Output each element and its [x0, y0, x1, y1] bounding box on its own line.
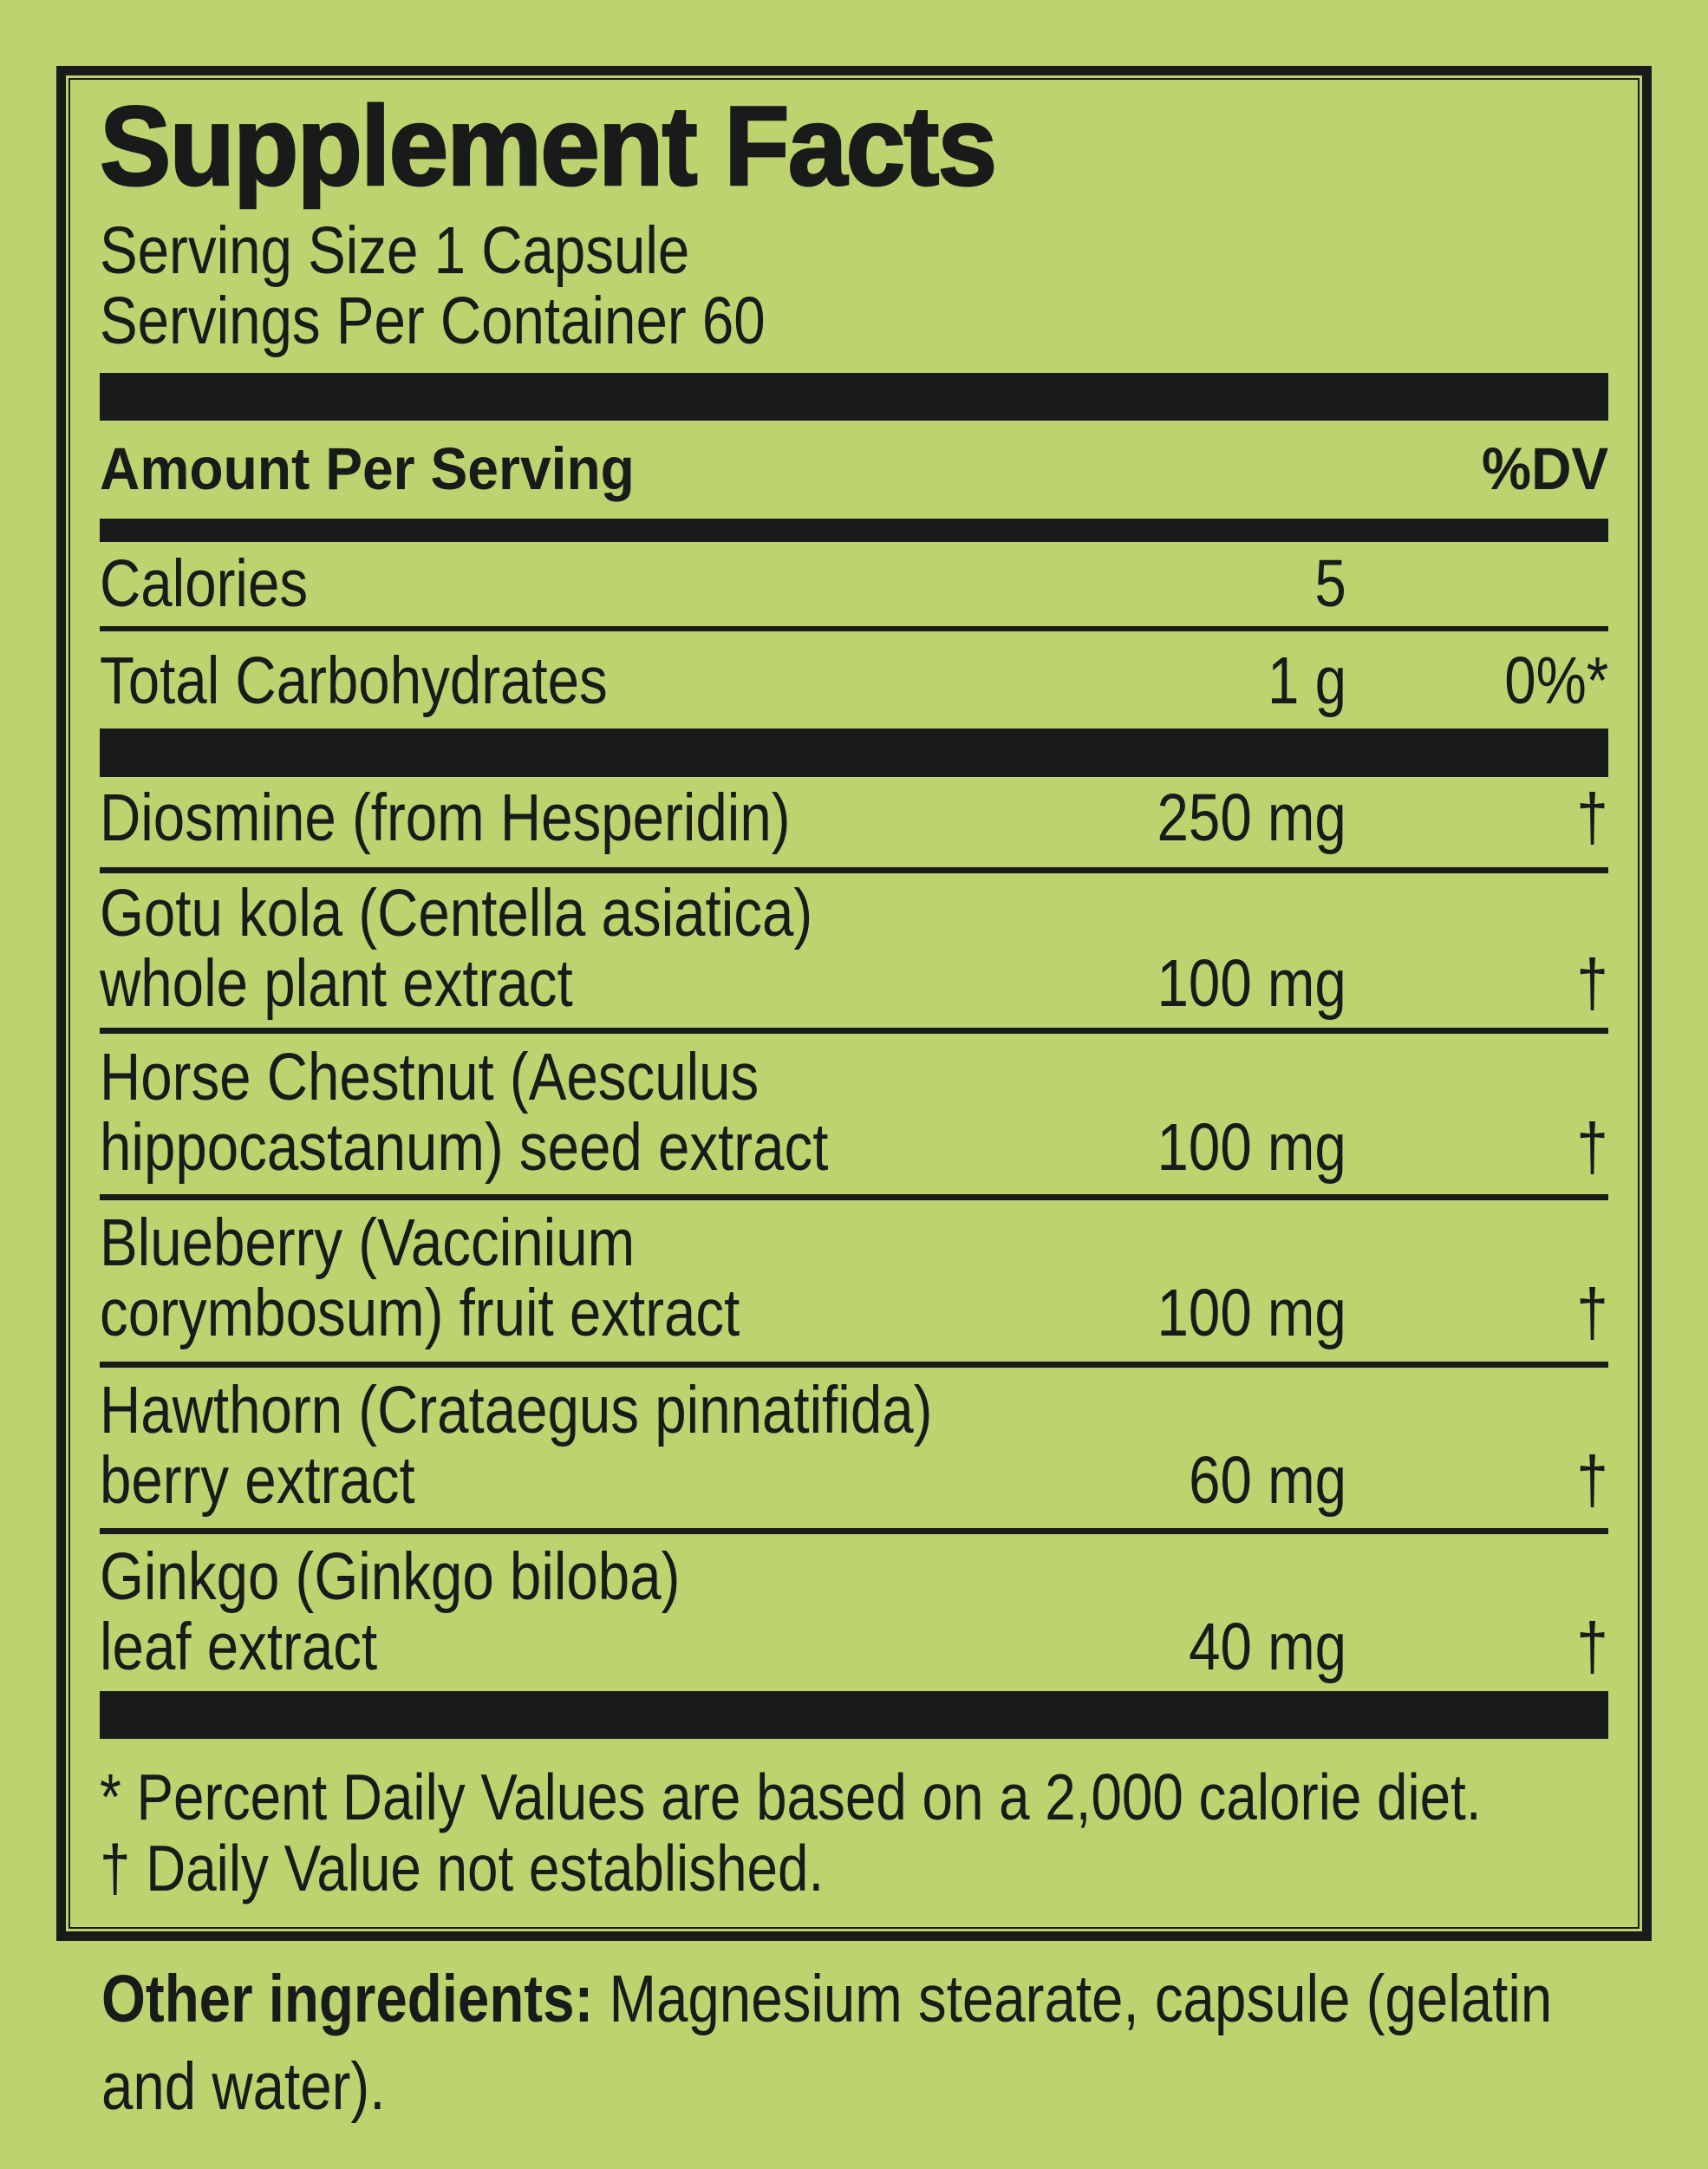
dagger-symbol: † [1576, 1110, 1608, 1185]
ingredient-amount: 250 mg [1157, 781, 1346, 855]
ingredient-name: Blueberry (Vaccinium corymbosum) fruit e… [100, 1205, 740, 1350]
divider-bar-thick [100, 373, 1608, 421]
ingredient-row-blueberry: Blueberry (Vaccinium corymbosum) fruit e… [100, 1208, 1608, 1349]
row-divider [100, 1194, 1608, 1200]
divider-bar-thick [100, 728, 1608, 777]
ingredient-amount: 100 mg [1157, 946, 1346, 1021]
dagger-symbol: † [1576, 1610, 1608, 1684]
dagger-symbol: † [1576, 946, 1608, 1021]
row-divider [100, 626, 1608, 631]
nutrient-dv: 0%* [1503, 644, 1608, 718]
ingredient-row-diosmine: Diosmine (from Hesperidin) 250 mg † [100, 783, 1608, 853]
ingredient-row-hawthorn: Hawthorn (Crataegus pinnatifida) berry e… [100, 1375, 1608, 1516]
ingredient-name: Diosmine (from Hesperidin) [100, 781, 791, 855]
ingredient-row-horse-chestnut: Horse Chestnut (Aesculus hippocastanum) … [100, 1042, 1608, 1183]
ingredient-name: Horse Chestnut (Aesculus hippocastanum) … [100, 1040, 829, 1185]
dagger-symbol: † [1576, 1443, 1608, 1518]
ingredient-name: Gotu kola (Centella asiatica) whole plan… [100, 876, 813, 1021]
facts-box: Supplement Facts Serving Size 1 Capsule … [56, 66, 1652, 1941]
footnotes: * Percent Daily Values are based on a 2,… [100, 1761, 1608, 1904]
nutrient-name: Total Carbohydrates [100, 644, 608, 718]
footnote-daily-value: * Percent Daily Values are based on a 2,… [100, 1761, 1482, 1833]
serving-size: Serving Size 1 Capsule [100, 213, 690, 288]
nutrient-amount: 1 g [1268, 644, 1346, 718]
ingredient-row-ginkgo: Ginkgo (Ginkgo biloba) leaf extract 40 m… [100, 1542, 1608, 1682]
ingredient-amount: 100 mg [1157, 1110, 1346, 1185]
servings-per-container: Servings Per Container 60 [100, 284, 766, 358]
nutrient-name: Calories [100, 546, 309, 621]
row-divider [100, 1362, 1608, 1368]
row-divider [100, 867, 1608, 873]
ingredient-amount: 40 mg [1189, 1610, 1346, 1684]
nutrient-dv [1346, 549, 1608, 619]
ingredient-row-gotu-kola: Gotu kola (Centella asiatica) whole plan… [100, 879, 1608, 1019]
column-header-row: Amount Per Serving %DV [100, 434, 1608, 504]
other-ingredients-label: Other ingredients: [101, 1962, 594, 2036]
dagger-symbol: † [1576, 1276, 1608, 1350]
other-ingredients: Other ingredients: Magnesium stearate, c… [101, 1956, 1575, 2131]
divider-bar-thick [100, 1691, 1608, 1739]
ingredient-amount: 60 mg [1189, 1443, 1346, 1518]
ingredient-name: Ginkgo (Ginkgo biloba) leaf extract [100, 1539, 681, 1684]
ingredient-name: Hawthorn (Crataegus pinnatifida) berry e… [100, 1373, 933, 1518]
dagger-symbol: † [1576, 781, 1608, 855]
dv-header: %DV [1481, 435, 1608, 502]
nutrient-row-calories: Calories 5 [100, 549, 1608, 619]
ingredient-amount: 100 mg [1157, 1276, 1346, 1350]
other-ingredients-text: Magnesium stearate, capsule (gelatin and… [101, 1962, 1553, 2124]
nutrient-amount: 5 [1314, 546, 1346, 621]
label-title: Supplement Facts [99, 82, 999, 209]
row-divider [100, 1528, 1608, 1534]
row-divider [100, 1028, 1608, 1034]
nutrient-row-carbohydrates: Total Carbohydrates 1 g 0%* [100, 646, 1608, 716]
divider-bar-medium [100, 519, 1608, 542]
footnote-not-established: † Daily Value not established. [100, 1832, 825, 1904]
amount-per-serving-header: Amount Per Serving [100, 435, 635, 502]
